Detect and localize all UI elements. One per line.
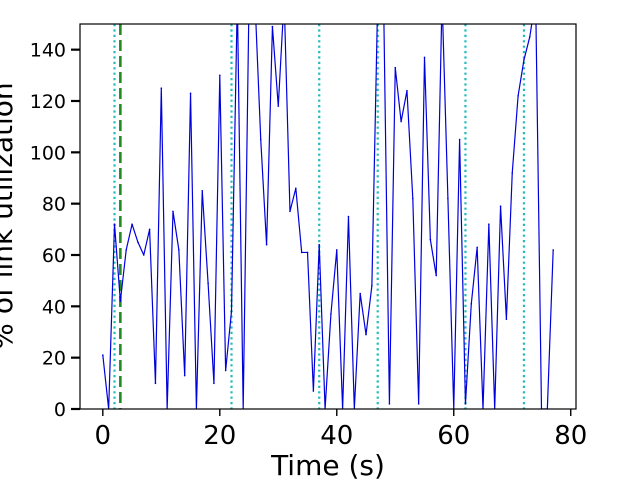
data-point [388,403,391,405]
data-point [429,238,432,241]
data-point [271,25,274,28]
data-point [160,87,163,89]
data-point [154,382,157,385]
data-point [102,354,104,356]
y-tick-label: 20 [42,348,66,370]
y-tick-label: 40 [42,296,66,318]
data-point [412,197,414,200]
data-point [347,215,350,218]
data-point [306,251,309,254]
data-point [423,56,426,59]
data-point [394,66,397,69]
plot-frame [79,23,577,410]
data-point [476,246,478,249]
data-point [207,282,209,285]
data-point [470,302,473,305]
data-point [183,374,186,377]
y-tick-label: 60 [42,245,66,267]
data-point [172,210,174,213]
data-point [142,254,145,256]
data-point [178,249,180,251]
data-point [335,249,338,251]
data-point [224,369,227,372]
x-tick-label: 40 [320,421,353,451]
data-point [113,223,116,225]
data-point [464,403,467,405]
y-axis: 0 20 40 60 80 100 120 140 [30,40,80,421]
data-point [213,382,215,385]
series-line-0 [102,24,554,409]
data-point [417,403,420,405]
x-tick-label: 60 [437,421,470,451]
x-tick-label: 80 [554,421,587,451]
data-point [528,36,531,38]
y-tick-label: 120 [30,91,66,113]
data-point [119,300,122,303]
data-point [552,249,554,251]
data-point [400,120,402,123]
data-point [259,138,262,141]
reference-lines [113,24,526,409]
y-tick-label: 0 [54,399,66,421]
data-point [517,95,519,97]
data-point [295,187,297,190]
data-point [312,390,315,392]
y-tick-label: 140 [30,40,66,62]
data-point [371,285,373,287]
data-point [189,92,192,95]
y-axis-label: % of link utilization [0,82,19,349]
data-point [277,105,280,107]
data-point [265,243,268,246]
data-point [218,74,221,77]
data-point [365,333,367,336]
data-point [359,292,361,295]
data-point [300,251,303,254]
data-point [511,172,514,174]
data-point [488,223,490,225]
x-axis-label: Time (s) [270,449,385,480]
data-point [230,310,233,313]
data-point [148,228,151,231]
data-point [435,274,438,277]
data-point [137,241,139,243]
data-point [131,223,133,225]
y-tick-label: 100 [30,142,66,164]
x-tick-label: 20 [203,421,236,451]
data-point [505,318,508,320]
data-point [447,197,449,200]
data-point [125,249,128,251]
data-point [201,190,204,192]
y-tick-label: 80 [42,194,66,216]
data-point [523,59,525,61]
data-point [289,210,291,213]
data-point [499,205,502,208]
data-point [458,138,461,141]
data-point [318,243,321,246]
data-point [406,89,408,92]
x-tick-label: 0 [95,421,112,451]
x-axis: 0 20 40 60 80 [95,409,587,451]
data-point [330,313,332,315]
